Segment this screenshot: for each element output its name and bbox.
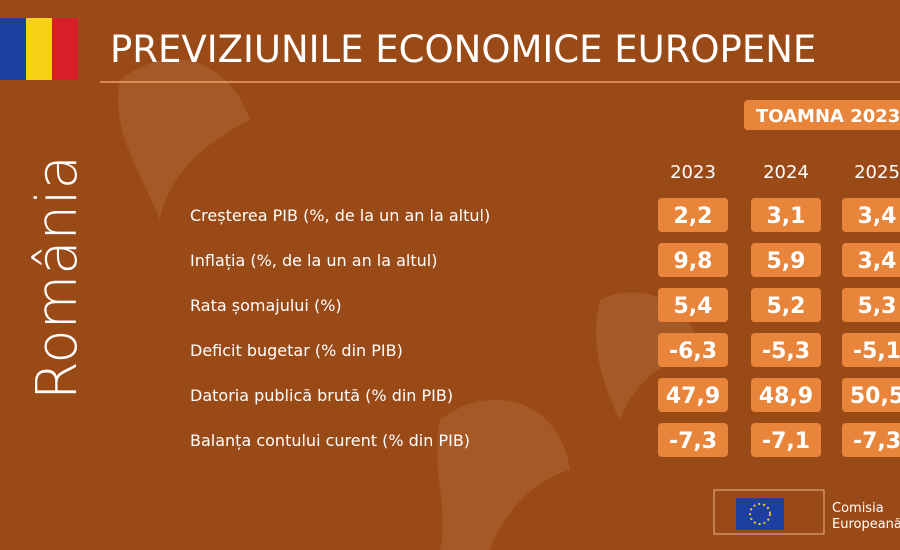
- value: -7,1: [762, 429, 810, 454]
- value: -5,1: [853, 339, 900, 364]
- value: 5,9: [767, 249, 806, 274]
- value: 48,9: [759, 384, 813, 409]
- row-label: Creșterea PIB (%, de la un an la altul): [190, 206, 490, 225]
- value: 47,9: [666, 384, 720, 409]
- value-box: [842, 198, 900, 232]
- value: -7,3: [669, 429, 717, 454]
- title: PREVIZIUNILE ECONOMICE EUROPENE: [110, 28, 816, 71]
- value: 9,8: [674, 249, 713, 274]
- value-box: [751, 243, 821, 277]
- row-label: Inflația (%, de la un an la altul): [190, 251, 437, 270]
- value-box: [658, 378, 728, 412]
- value: 5,2: [767, 294, 806, 319]
- season-badge: [744, 100, 900, 130]
- value: 3,4: [858, 249, 897, 274]
- value-box: [842, 243, 900, 277]
- value-box: [658, 243, 728, 277]
- value-box: [751, 378, 821, 412]
- value-box: [751, 198, 821, 232]
- value-box: [658, 288, 728, 322]
- value-box: [658, 333, 728, 367]
- flag: [0, 18, 78, 80]
- value-box: [751, 333, 821, 367]
- season-label: TOAMNA 2023: [756, 106, 900, 127]
- value: 50,5: [850, 384, 900, 409]
- value-box: [751, 288, 821, 322]
- year-header: 2023: [670, 162, 716, 183]
- leaf-decoration: [118, 59, 700, 550]
- value: 5,4: [674, 294, 713, 319]
- value: 3,1: [767, 204, 806, 229]
- value-box: [658, 198, 728, 232]
- country-name: România: [25, 155, 90, 400]
- forecast-table: 2023 2024 2025 Creșterea PIB (%, de la un a…: [190, 162, 900, 457]
- value-box: [842, 423, 900, 457]
- row-label: Rata șomajului (%): [190, 296, 342, 315]
- year-header: 2024: [763, 162, 809, 183]
- value-box: [842, 333, 900, 367]
- year-header: 2025: [854, 162, 900, 183]
- logo-text: Europeană: [832, 517, 900, 532]
- value-box: [842, 288, 900, 322]
- row-label: Datoria publică brută (% din PIB): [190, 386, 453, 405]
- value: 2,2: [674, 204, 713, 229]
- value-box: [658, 423, 728, 457]
- value: -5,3: [762, 339, 810, 364]
- value: -7,3: [853, 429, 900, 454]
- ec-logo: Comisia Europeană: [713, 489, 900, 535]
- value: 5,3: [858, 294, 897, 319]
- value: -6,3: [669, 339, 717, 364]
- value: 3,4: [858, 204, 897, 229]
- row-label: Balanța contului curent (% din PIB): [190, 431, 470, 450]
- value-box: [751, 423, 821, 457]
- row-label: Deficit bugetar (% din PIB): [190, 341, 403, 360]
- value-box: [842, 378, 900, 412]
- logo-text: Comisia: [832, 501, 884, 516]
